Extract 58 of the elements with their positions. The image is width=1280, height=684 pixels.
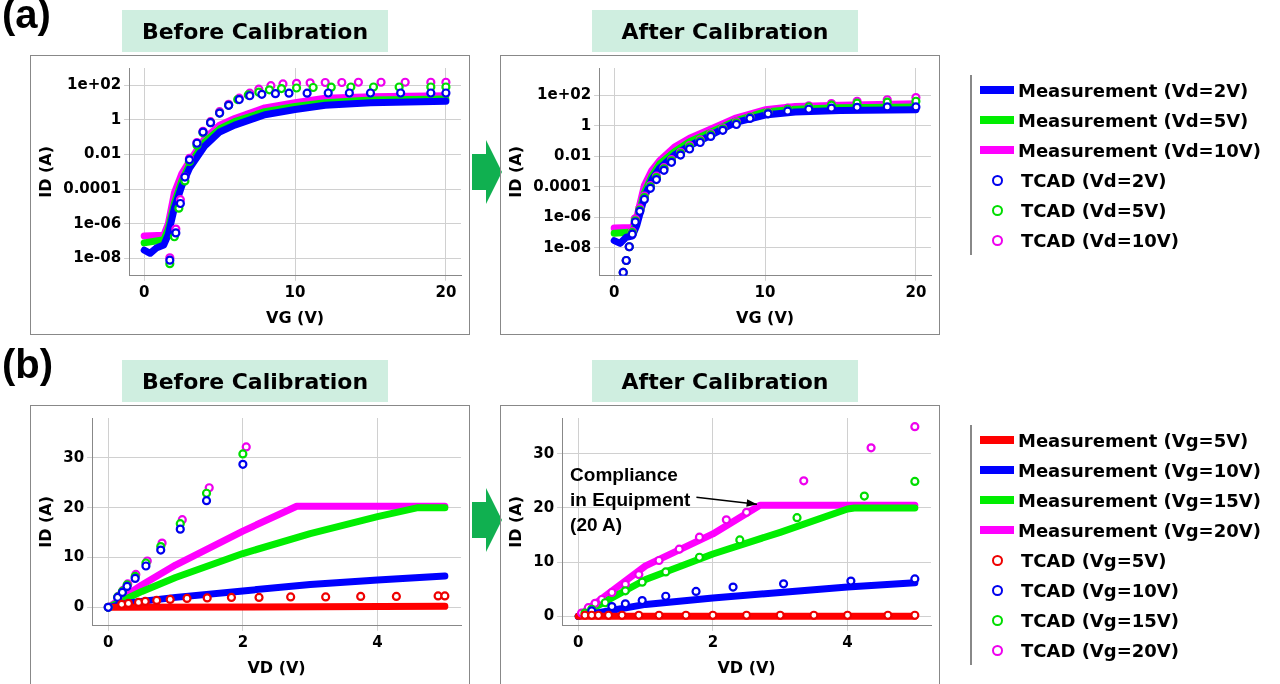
- legend-label: Measurement (Vg=5V): [1018, 429, 1249, 451]
- x-tick-label: 20: [905, 282, 927, 301]
- legend-label: TCAD (Vg=5V): [1021, 549, 1167, 571]
- y-tick-label: 1e+02: [537, 85, 592, 104]
- y-tick-label: 10: [63, 547, 85, 566]
- x-tick-label: 2: [707, 632, 719, 651]
- y-tick-label: 1: [110, 109, 122, 128]
- y-tick-label: 0.0001: [63, 179, 122, 198]
- y-tick-label: 0.01: [554, 146, 592, 165]
- x-axis-title: VD (V): [247, 657, 306, 677]
- x-tick-label: 4: [842, 632, 853, 651]
- legend-label: Measurement (Vg=15V): [1018, 489, 1261, 511]
- y-tick-label: 1e-06: [73, 213, 122, 232]
- chart-title: After Calibration: [592, 10, 858, 52]
- y-tick-label: 0.0001: [533, 176, 592, 195]
- y-tick-label: 1e-08: [73, 248, 122, 267]
- annotation: Compliance in Equipment (20 A): [570, 464, 692, 536]
- y-tick-label: 0: [543, 606, 555, 625]
- y-axis-title: ID (A): [505, 145, 525, 198]
- legend-label: TCAD (Vd=2V): [1021, 169, 1167, 191]
- text: (b): [2, 342, 54, 387]
- chart-title: After Calibration: [592, 360, 858, 402]
- legend-label: TCAD (Vg=10V): [1021, 579, 1179, 601]
- x-tick-label: 10: [754, 282, 776, 301]
- y-tick-label: 1e-06: [543, 207, 592, 226]
- y-axis-title: ID (A): [505, 495, 525, 548]
- legend-label: TCAD (Vg=15V): [1021, 609, 1179, 631]
- y-tick-label: 1: [580, 115, 592, 134]
- x-axis-title: VG (V): [265, 307, 325, 327]
- legend-label: TCAD (Vd=10V): [1021, 229, 1179, 251]
- x-tick-label: 20: [435, 282, 457, 301]
- x-tick-label: 0: [138, 282, 150, 301]
- y-tick-label: 0.01: [84, 144, 122, 163]
- x-axis-title: VD (V): [717, 657, 776, 677]
- y-tick-label: 20: [63, 497, 85, 516]
- y-tick-label: 10: [533, 552, 555, 571]
- y-tick-label: 0: [73, 597, 85, 616]
- x-tick-label: 10: [284, 282, 306, 301]
- legend-label: Measurement (Vd=5V): [1018, 109, 1249, 131]
- chart-title: Before Calibration: [122, 360, 388, 402]
- y-tick-label: 1e+02: [67, 75, 122, 94]
- x-tick-label: 2: [237, 632, 249, 651]
- y-tick-label: 30: [533, 443, 555, 462]
- x-axis-title: VG (V): [735, 307, 795, 327]
- chart-title: Before Calibration: [122, 10, 388, 52]
- legend-label: TCAD (Vd=5V): [1021, 199, 1167, 221]
- y-tick-label: 30: [63, 447, 85, 466]
- y-tick-label: 1e-08: [543, 237, 592, 256]
- y-axis-title: ID (A): [35, 145, 55, 198]
- legend-label: Measurement (Vd=10V): [1018, 139, 1261, 161]
- x-tick-label: 4: [372, 632, 383, 651]
- legend-label: Measurement (Vg=10V): [1018, 459, 1261, 481]
- y-tick-label: 20: [533, 497, 555, 516]
- x-tick-label: 0: [608, 282, 620, 301]
- y-axis-title: ID (A): [35, 495, 55, 548]
- legend-label: Measurement (Vg=20V): [1018, 519, 1261, 541]
- legend-label: Measurement (Vd=2V): [1018, 79, 1249, 101]
- legend-label: TCAD (Vg=20V): [1021, 639, 1179, 661]
